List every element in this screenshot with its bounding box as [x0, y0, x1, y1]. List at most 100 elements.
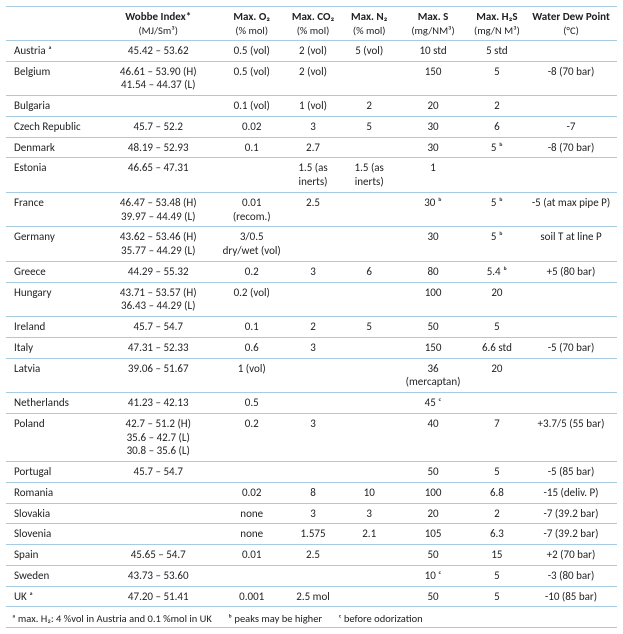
col-header-WaterDewPoint: Water Dew Point(°C): [525, 7, 617, 41]
data-cell: 30: [397, 116, 469, 137]
data-cell: 43.71 – 53.57 (H)36.43 – 44.29 (L): [98, 282, 219, 317]
table-body: Austria ᵃ45.42 – 53.620.5 (vol)2 (vol)5 …: [6, 40, 617, 607]
table-row: France46.47 – 53.48 (H)39.97 – 44.49 (L)…: [6, 192, 617, 227]
data-cell: 5: [341, 116, 397, 137]
data-cell: 2.5: [285, 545, 341, 566]
data-cell: 5 ᵇ: [469, 137, 525, 158]
col-header-MaxN2: Max. N₂(% mol): [341, 7, 397, 41]
data-cell: 47.20 – 51.41: [98, 586, 219, 607]
data-cell: 46.47 – 53.48 (H)39.97 – 44.49 (L): [98, 192, 219, 227]
col-header-unit: (MJ/Sm³): [102, 24, 215, 37]
col-header-unit: (mg/NM³): [401, 24, 465, 37]
data-cell: 46.65 – 47.31: [98, 158, 219, 193]
country-cell: Greece: [6, 261, 98, 282]
col-header-label: Wobbe Index*: [102, 10, 215, 24]
table-header: Wobbe Index*(MJ/Sm³)Max. O₂(% mol)Max. C…: [6, 7, 617, 41]
country-cell: Austria ᵃ: [6, 40, 98, 61]
data-cell: none: [219, 524, 285, 545]
table-row: Estonia46.65 – 47.311.5 (as inerts)1.5 (…: [6, 158, 617, 193]
data-cell: [285, 227, 341, 262]
data-cell: [285, 462, 341, 483]
col-header-MaxO2: Max. O₂(% mol): [219, 7, 285, 41]
col-header-unit: (% mol): [223, 24, 281, 37]
data-cell: 1.575: [285, 524, 341, 545]
table-row: Slovakianone33202-7 (39.2 bar): [6, 503, 617, 524]
data-cell: 0.2 (vol): [219, 282, 285, 317]
data-cell: [469, 393, 525, 414]
data-cell: none: [219, 503, 285, 524]
data-cell: 50: [397, 545, 469, 566]
data-cell: 50: [397, 317, 469, 338]
data-cell: 150: [397, 337, 469, 358]
data-cell: 45.65 – 54.7: [98, 545, 219, 566]
data-cell: [341, 586, 397, 607]
data-cell: 1 (vol): [285, 96, 341, 117]
col-header-unit: (°C): [529, 24, 613, 37]
data-cell: 80: [397, 261, 469, 282]
data-cell: [525, 40, 617, 61]
data-cell: 105: [397, 524, 469, 545]
data-cell: 2.1: [341, 524, 397, 545]
data-cell: 20: [397, 503, 469, 524]
data-cell: -8 (70 bar): [525, 61, 617, 96]
col-header-MaxS: Max. S(mg/NM³): [397, 7, 469, 41]
data-cell: [341, 545, 397, 566]
country-cell: Slovenia: [6, 524, 98, 545]
data-cell: [341, 137, 397, 158]
table-row: Austria ᵃ45.42 – 53.620.5 (vol)2 (vol)5 …: [6, 40, 617, 61]
data-cell: [525, 282, 617, 317]
data-cell: [285, 358, 341, 393]
country-cell: Germany: [6, 227, 98, 262]
data-cell: [219, 462, 285, 483]
data-cell: +3.7/5 (55 bar): [525, 413, 617, 461]
table-row: Portugal45.7 – 54.7505-5 (85 bar): [6, 462, 617, 483]
data-cell: 0.5 (vol): [219, 40, 285, 61]
table-row: Germany43.62 – 53.46 (H)35.77 – 44.29 (L…: [6, 227, 617, 262]
data-cell: [525, 96, 617, 117]
country-cell: Hungary: [6, 282, 98, 317]
data-cell: -5 (70 bar): [525, 337, 617, 358]
data-cell: [341, 358, 397, 393]
data-cell: 40: [397, 413, 469, 461]
data-cell: [285, 393, 341, 414]
country-cell: Denmark: [6, 137, 98, 158]
data-cell: 0.1 (vol): [219, 96, 285, 117]
data-cell: 5 ᵇ: [469, 192, 525, 227]
country-cell: France: [6, 192, 98, 227]
table-row: Slovenianone1.5752.11056.3-7 (39.2 bar): [6, 524, 617, 545]
data-cell: 30: [397, 227, 469, 262]
data-cell: 20: [469, 358, 525, 393]
data-cell: [469, 158, 525, 193]
col-header-label: Water Dew Point: [529, 10, 613, 24]
data-cell: 100: [397, 282, 469, 317]
data-cell: 44.29 – 55.32: [98, 261, 219, 282]
data-cell: 6: [341, 261, 397, 282]
data-cell: 50: [397, 462, 469, 483]
data-cell: 43.62 – 53.46 (H)35.77 – 44.29 (L): [98, 227, 219, 262]
col-header-label: Max. S: [401, 10, 465, 24]
table-row: Denmark48.19 – 52.930.12.7305 ᵇ-8 (70 ba…: [6, 137, 617, 158]
data-cell: 0.6: [219, 337, 285, 358]
data-cell: 41.23 – 42.13: [98, 393, 219, 414]
data-cell: [341, 393, 397, 414]
table-footnotes: ᵃ max. H₂: 4 %vol in Austria and 0.1 %mo…: [6, 607, 617, 628]
data-cell: 0.01 (recom.): [219, 192, 285, 227]
col-header-label: Max. H₂S: [473, 10, 521, 24]
data-cell: 0.5 (vol): [219, 61, 285, 96]
data-cell: 150: [397, 61, 469, 96]
data-cell: 2: [285, 317, 341, 338]
data-cell: 0.1: [219, 137, 285, 158]
data-cell: 3: [285, 503, 341, 524]
data-cell: [98, 503, 219, 524]
footnote-b: ᵇ peaks may be higher: [228, 612, 322, 625]
data-cell: 2 (vol): [285, 61, 341, 96]
country-cell: Spain: [6, 545, 98, 566]
data-cell: 6: [469, 116, 525, 137]
data-cell: soil T at line P: [525, 227, 617, 262]
data-cell: -5 (85 bar): [525, 462, 617, 483]
col-header-label: Max. O₂: [223, 10, 281, 24]
data-cell: [219, 565, 285, 586]
data-cell: -7 (39.2 bar): [525, 524, 617, 545]
data-cell: [98, 96, 219, 117]
data-cell: 36 (mercaptan): [397, 358, 469, 393]
